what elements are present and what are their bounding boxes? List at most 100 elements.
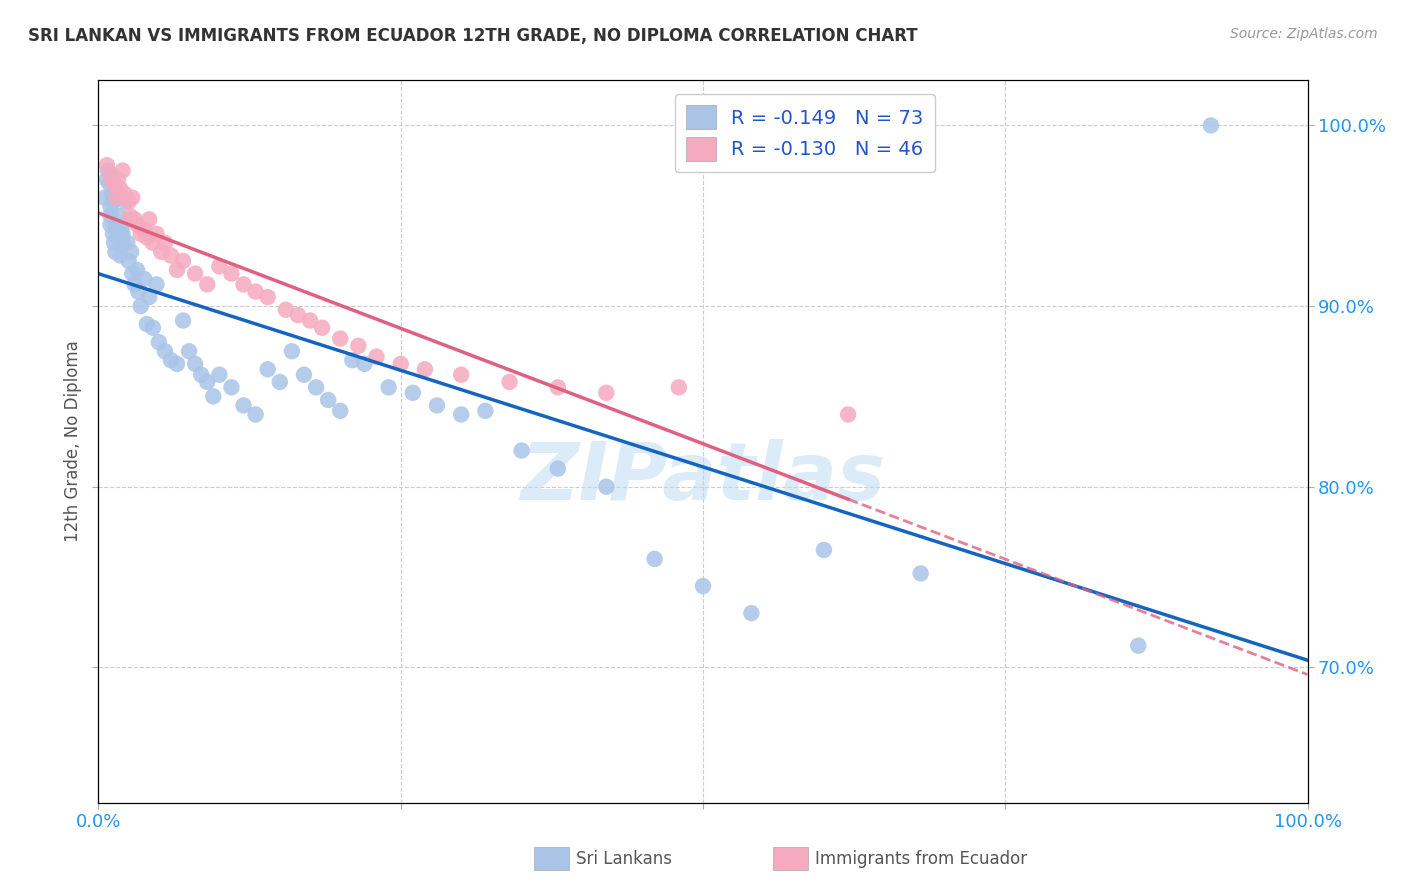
Text: SRI LANKAN VS IMMIGRANTS FROM ECUADOR 12TH GRADE, NO DIPLOMA CORRELATION CHART: SRI LANKAN VS IMMIGRANTS FROM ECUADOR 12…	[28, 27, 918, 45]
Point	[108, 181, 131, 195]
Point	[910, 566, 932, 581]
Point	[547, 380, 569, 394]
Point	[145, 277, 167, 292]
Point	[402, 385, 425, 400]
Point	[232, 277, 254, 292]
Point	[1128, 639, 1150, 653]
Point	[377, 380, 399, 394]
Point	[208, 368, 231, 382]
Point	[107, 172, 129, 186]
Point	[135, 230, 157, 244]
Point	[498, 375, 520, 389]
Point	[127, 263, 149, 277]
Point	[269, 375, 291, 389]
Point	[118, 212, 141, 227]
Point	[138, 212, 160, 227]
Point	[120, 244, 142, 259]
Point	[547, 461, 569, 475]
Point	[366, 350, 388, 364]
Point	[595, 480, 617, 494]
Point	[413, 362, 436, 376]
Point	[142, 320, 165, 334]
Point	[97, 163, 120, 178]
Point	[1199, 119, 1222, 133]
Y-axis label: 12th Grade, No Diploma: 12th Grade, No Diploma	[63, 341, 82, 542]
Point	[221, 267, 243, 281]
Point	[114, 187, 136, 202]
Point	[190, 368, 212, 382]
Point	[107, 230, 129, 244]
Point	[100, 209, 122, 223]
Point	[105, 181, 128, 195]
Point	[172, 253, 194, 268]
Point	[124, 212, 146, 227]
Point	[316, 392, 339, 407]
Point	[179, 344, 201, 359]
Point	[96, 172, 118, 186]
Point	[104, 244, 127, 259]
Text: Immigrants from Ecuador: Immigrants from Ecuador	[815, 850, 1028, 868]
Point	[426, 398, 449, 412]
Point	[121, 267, 143, 281]
Point	[118, 253, 141, 268]
Text: Source: ZipAtlas.com: Source: ZipAtlas.com	[1230, 27, 1378, 41]
Point	[100, 200, 122, 214]
Point	[692, 579, 714, 593]
Text: Sri Lankans: Sri Lankans	[576, 850, 672, 868]
Point	[127, 218, 149, 232]
Text: ZIPatlas: ZIPatlas	[520, 439, 886, 516]
Point	[108, 209, 131, 223]
Point	[98, 176, 121, 190]
Point	[100, 187, 122, 202]
Point	[103, 235, 125, 250]
Point	[111, 227, 134, 241]
Point	[172, 313, 194, 327]
Point	[101, 176, 124, 190]
Point	[292, 368, 315, 382]
Point	[347, 339, 370, 353]
Point	[135, 317, 157, 331]
Point	[142, 235, 165, 250]
Point	[150, 244, 173, 259]
Point	[202, 389, 225, 403]
Point	[281, 344, 304, 359]
Point	[221, 380, 243, 394]
Point	[389, 357, 412, 371]
Point	[184, 357, 207, 371]
Point	[287, 308, 309, 322]
Point	[329, 332, 352, 346]
Point	[93, 191, 115, 205]
Point	[166, 357, 188, 371]
Point	[124, 277, 146, 292]
Point	[740, 606, 762, 620]
Point	[195, 277, 218, 292]
Point	[117, 235, 139, 250]
Point	[644, 552, 666, 566]
Point	[353, 357, 375, 371]
Point	[184, 267, 207, 281]
Point	[837, 408, 859, 422]
Point	[813, 542, 835, 557]
Point	[474, 404, 496, 418]
Legend: R = -0.149   N = 73, R = -0.130   N = 46: R = -0.149 N = 73, R = -0.130 N = 46	[675, 94, 935, 172]
Point	[114, 194, 136, 209]
Point	[311, 320, 333, 334]
Point	[232, 398, 254, 412]
Point	[111, 163, 134, 178]
Point	[134, 223, 156, 237]
Point	[134, 272, 156, 286]
Point	[450, 408, 472, 422]
Point	[450, 368, 472, 382]
Point	[118, 209, 141, 223]
Point	[274, 302, 297, 317]
Point	[101, 227, 124, 241]
Point	[105, 218, 128, 232]
Point	[129, 299, 152, 313]
Point	[342, 353, 364, 368]
Point	[153, 344, 176, 359]
Point	[256, 290, 278, 304]
Point	[160, 248, 183, 262]
Point	[153, 235, 176, 250]
Point	[121, 191, 143, 205]
Point	[160, 353, 183, 368]
